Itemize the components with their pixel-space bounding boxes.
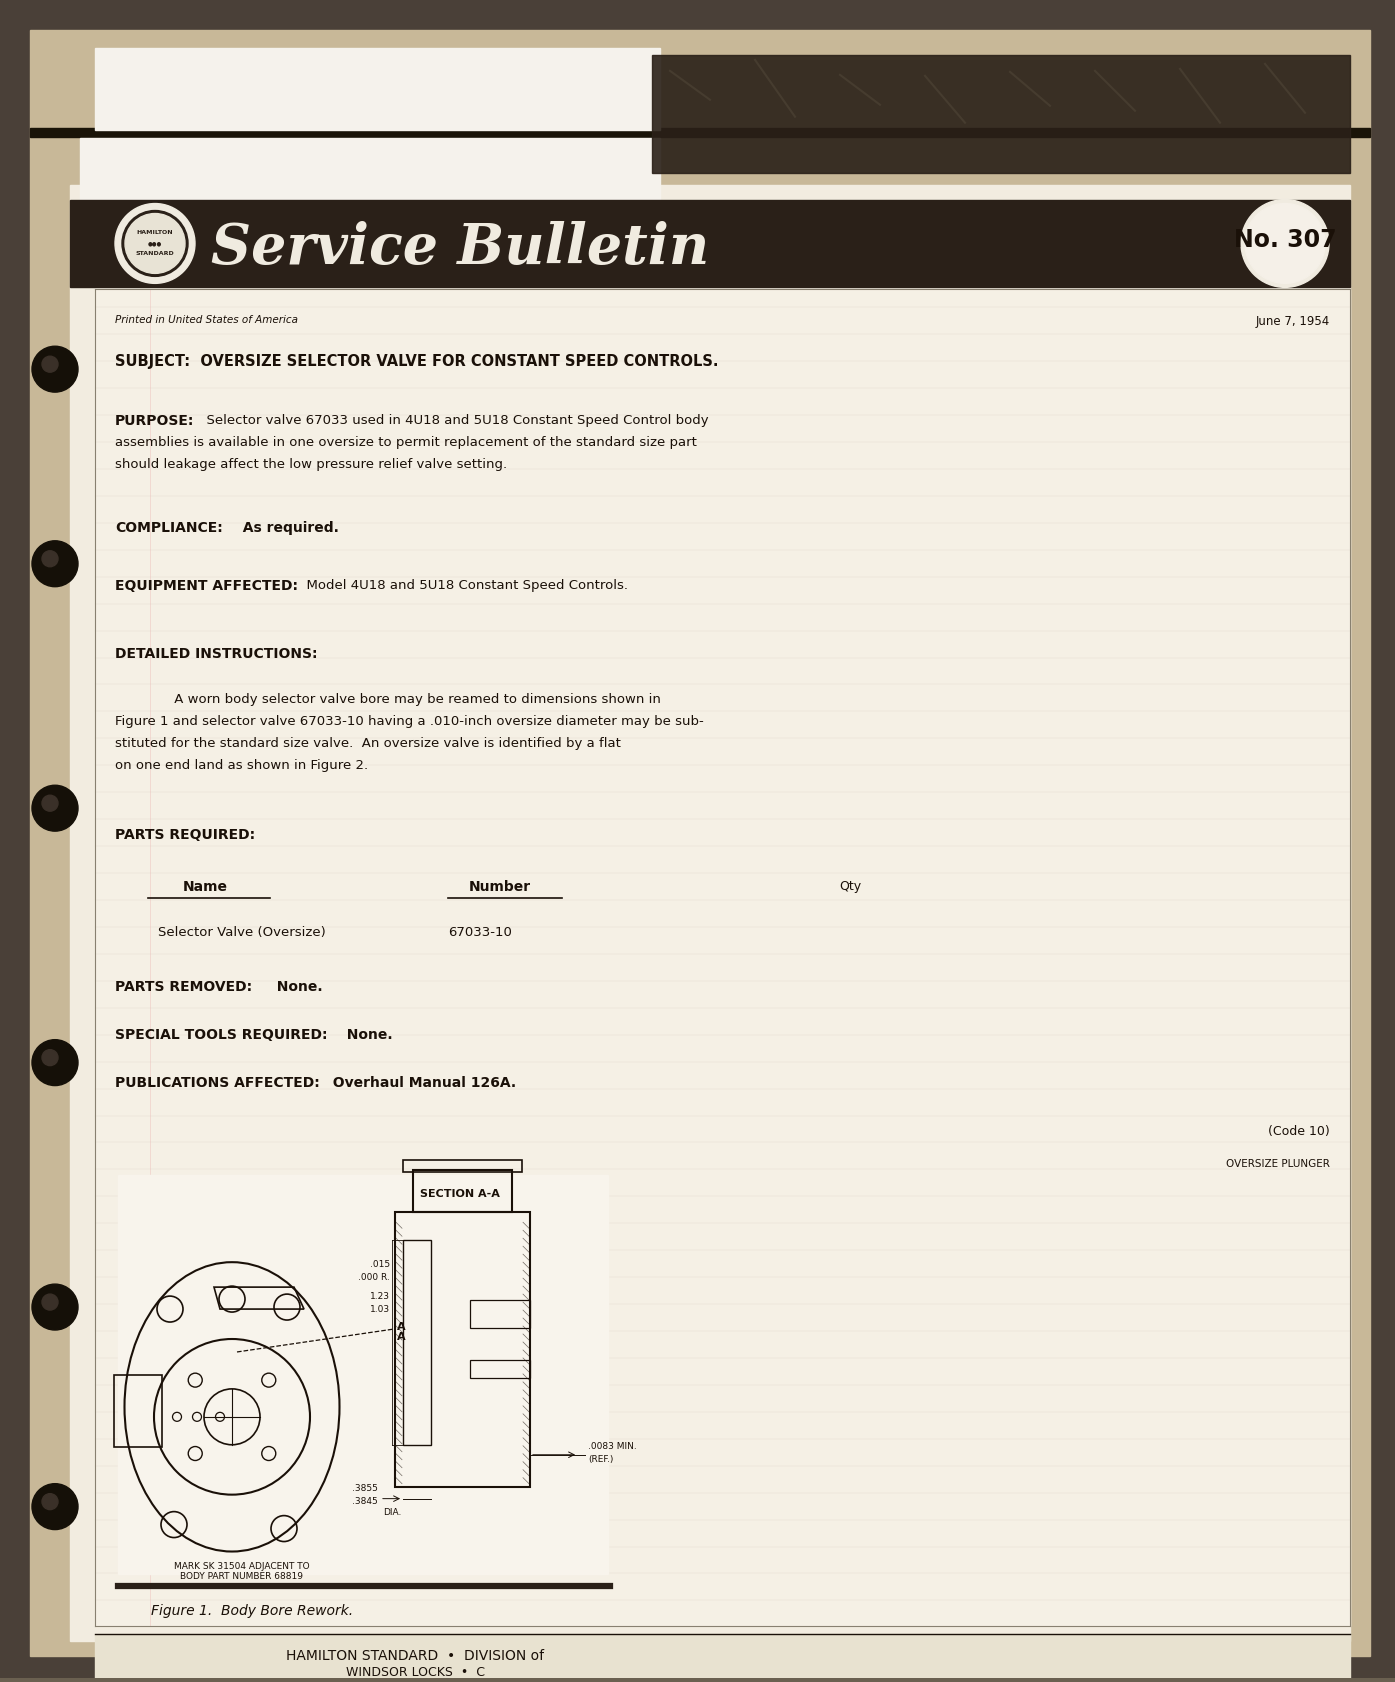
Text: PARTS REQUIRED:: PARTS REQUIRED: xyxy=(114,828,255,843)
Circle shape xyxy=(1242,200,1329,288)
Text: STANDARD: STANDARD xyxy=(135,251,174,256)
Text: COMPLIANCE:: COMPLIANCE: xyxy=(114,521,223,535)
Text: HAMILTON STANDARD  •  DIVISION of: HAMILTON STANDARD • DIVISION of xyxy=(286,1650,544,1663)
Text: stituted for the standard size valve.  An oversize valve is identified by a flat: stituted for the standard size valve. An… xyxy=(114,737,621,750)
Circle shape xyxy=(32,542,78,587)
Text: Figure 1.  Body Bore Rework.: Figure 1. Body Bore Rework. xyxy=(151,1605,353,1618)
Text: 1.03: 1.03 xyxy=(370,1305,391,1314)
Text: SPECIAL TOOLS REQUIRED:: SPECIAL TOOLS REQUIRED: xyxy=(114,1028,328,1041)
Bar xyxy=(119,1176,608,1574)
Bar xyxy=(470,1300,530,1329)
Text: on one end land as shown in Figure 2.: on one end land as shown in Figure 2. xyxy=(114,759,368,772)
Text: MARK SK 31504 ADJACENT TO
BODY PART NUMBER 68819: MARK SK 31504 ADJACENT TO BODY PART NUMB… xyxy=(174,1561,310,1581)
Text: ●●●: ●●● xyxy=(148,241,162,246)
Circle shape xyxy=(42,1494,59,1510)
Text: As required.: As required. xyxy=(233,521,339,535)
Text: DETAILED INSTRUCTIONS:: DETAILED INSTRUCTIONS: xyxy=(114,646,318,661)
Text: None.: None. xyxy=(338,1028,392,1041)
Bar xyxy=(470,1361,530,1378)
Bar xyxy=(651,56,1350,173)
Bar xyxy=(95,289,1350,1626)
Circle shape xyxy=(32,1484,78,1529)
Text: June 7, 1954: June 7, 1954 xyxy=(1256,315,1329,328)
Bar xyxy=(70,200,1350,288)
Text: A worn body selector valve bore may be reamed to dimensions shown in: A worn body selector valve bore may be r… xyxy=(153,693,661,706)
Text: 67033-10: 67033-10 xyxy=(448,925,512,939)
Text: .000 R.: .000 R. xyxy=(359,1273,391,1282)
Text: None.: None. xyxy=(266,981,322,994)
Text: (Code 10): (Code 10) xyxy=(1268,1125,1329,1139)
Bar xyxy=(403,1161,522,1172)
Text: .0083 MIN.: .0083 MIN. xyxy=(589,1441,636,1452)
Text: SECTION A-A: SECTION A-A xyxy=(420,1189,499,1199)
Circle shape xyxy=(126,214,186,274)
Text: EQUIPMENT AFFECTED:: EQUIPMENT AFFECTED: xyxy=(114,579,299,592)
Text: DIA.: DIA. xyxy=(382,1509,402,1517)
Bar xyxy=(95,47,660,130)
Circle shape xyxy=(32,346,78,392)
Circle shape xyxy=(114,204,195,283)
Circle shape xyxy=(121,210,188,276)
Text: PURPOSE:: PURPOSE: xyxy=(114,414,194,429)
Bar xyxy=(114,1374,162,1447)
Circle shape xyxy=(42,550,59,567)
Text: 1.23: 1.23 xyxy=(370,1292,391,1300)
Circle shape xyxy=(42,796,59,811)
Circle shape xyxy=(1244,204,1325,283)
Text: should leakage affect the low pressure relief valve setting.: should leakage affect the low pressure r… xyxy=(114,458,508,471)
Text: Printed in United States of America: Printed in United States of America xyxy=(114,315,299,325)
Text: PARTS REMOVED:: PARTS REMOVED: xyxy=(114,981,252,994)
Text: PUBLICATIONS AFFECTED:: PUBLICATIONS AFFECTED: xyxy=(114,1075,319,1090)
Text: Service Bulletin: Service Bulletin xyxy=(211,220,709,276)
Text: (REF.): (REF.) xyxy=(589,1455,614,1465)
Text: .3845: .3845 xyxy=(353,1497,378,1505)
Text: Model 4U18 and 5U18 Constant Speed Controls.: Model 4U18 and 5U18 Constant Speed Contr… xyxy=(299,579,628,592)
Bar xyxy=(31,128,1370,136)
Bar xyxy=(413,1171,512,1213)
Text: HAMILTON: HAMILTON xyxy=(137,230,173,235)
Text: Number: Number xyxy=(469,880,531,895)
Text: WINDSOR LOCKS  •  C: WINDSOR LOCKS • C xyxy=(346,1667,484,1679)
Circle shape xyxy=(42,357,59,372)
Circle shape xyxy=(42,1050,59,1066)
Circle shape xyxy=(32,785,78,831)
Text: Figure 1 and selector valve 67033-10 having a .010-inch oversize diameter may be: Figure 1 and selector valve 67033-10 hav… xyxy=(114,715,703,728)
Bar xyxy=(80,138,660,200)
Text: Name: Name xyxy=(183,880,227,895)
Text: Qty: Qty xyxy=(838,880,861,893)
Circle shape xyxy=(32,1283,78,1330)
Text: Selector Valve (Oversize): Selector Valve (Oversize) xyxy=(158,925,326,939)
Circle shape xyxy=(42,1293,59,1310)
Text: assemblies is available in one oversize to permit replacement of the standard si: assemblies is available in one oversize … xyxy=(114,436,698,449)
Text: .015: .015 xyxy=(370,1260,391,1268)
Circle shape xyxy=(32,1039,78,1085)
Text: SUBJECT:  OVERSIZE SELECTOR VALVE FOR CONSTANT SPEED CONTROLS.: SUBJECT: OVERSIZE SELECTOR VALVE FOR CON… xyxy=(114,355,718,370)
Text: A: A xyxy=(398,1332,406,1342)
Text: No. 307: No. 307 xyxy=(1233,229,1336,252)
Bar xyxy=(395,1213,530,1487)
Bar xyxy=(70,185,1350,1642)
Text: OVERSIZE PLUNGER: OVERSIZE PLUNGER xyxy=(1226,1159,1329,1169)
Text: Selector valve 67033 used in 4U18 and 5U18 Constant Speed Control body: Selector valve 67033 used in 4U18 and 5U… xyxy=(198,414,709,427)
Text: .3855: .3855 xyxy=(352,1484,378,1494)
Bar xyxy=(403,1240,431,1445)
Bar xyxy=(95,1635,1350,1682)
Text: Overhaul Manual 126A.: Overhaul Manual 126A. xyxy=(324,1075,516,1090)
Text: A: A xyxy=(398,1322,406,1332)
